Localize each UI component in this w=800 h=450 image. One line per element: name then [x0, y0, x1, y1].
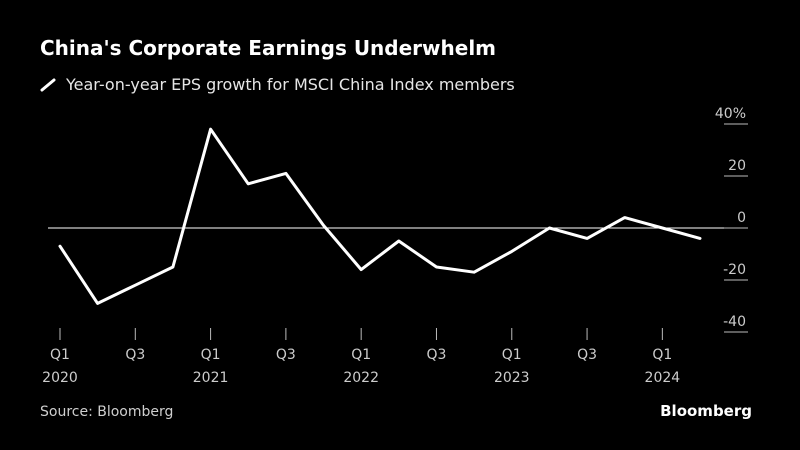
x-tick-label: Q1: [50, 347, 70, 363]
x-tick-year-label: 2022: [343, 370, 379, 386]
x-tick-year-label: 2020: [42, 370, 78, 386]
source-note: Source: Bloomberg: [40, 404, 174, 420]
legend: Year-on-year EPS growth for MSCI China I…: [40, 75, 515, 94]
x-tick-year-label: 2021: [193, 370, 229, 386]
series-line: [58, 127, 702, 305]
legend-line-icon: [40, 78, 56, 91]
y-tick-label: 20: [728, 158, 746, 174]
x-tick-label: Q3: [577, 347, 597, 363]
x-tick-label: Q1: [652, 347, 672, 363]
y-tick-label: -40: [723, 314, 746, 330]
chart-subtitle: Year-on-year EPS growth for MSCI China I…: [66, 75, 515, 94]
y-tick-label: 40%: [715, 106, 746, 122]
x-tick-label: Q1: [351, 347, 371, 363]
x-tick-label: Q3: [427, 347, 447, 363]
x-tick-label: Q1: [502, 347, 522, 363]
x-tick-label: Q1: [201, 347, 221, 363]
chart-title: China's Corporate Earnings Underwhelm: [40, 36, 497, 60]
x-tick-label: Q3: [276, 347, 296, 363]
x-tick-year-label: 2024: [645, 370, 681, 386]
y-tick-label: 0: [737, 210, 746, 226]
brand-logo: Bloomberg: [660, 402, 752, 420]
x-tick-label: Q3: [125, 347, 145, 363]
x-tick-year-label: 2023: [494, 370, 530, 386]
y-tick-label: -20: [723, 262, 746, 278]
